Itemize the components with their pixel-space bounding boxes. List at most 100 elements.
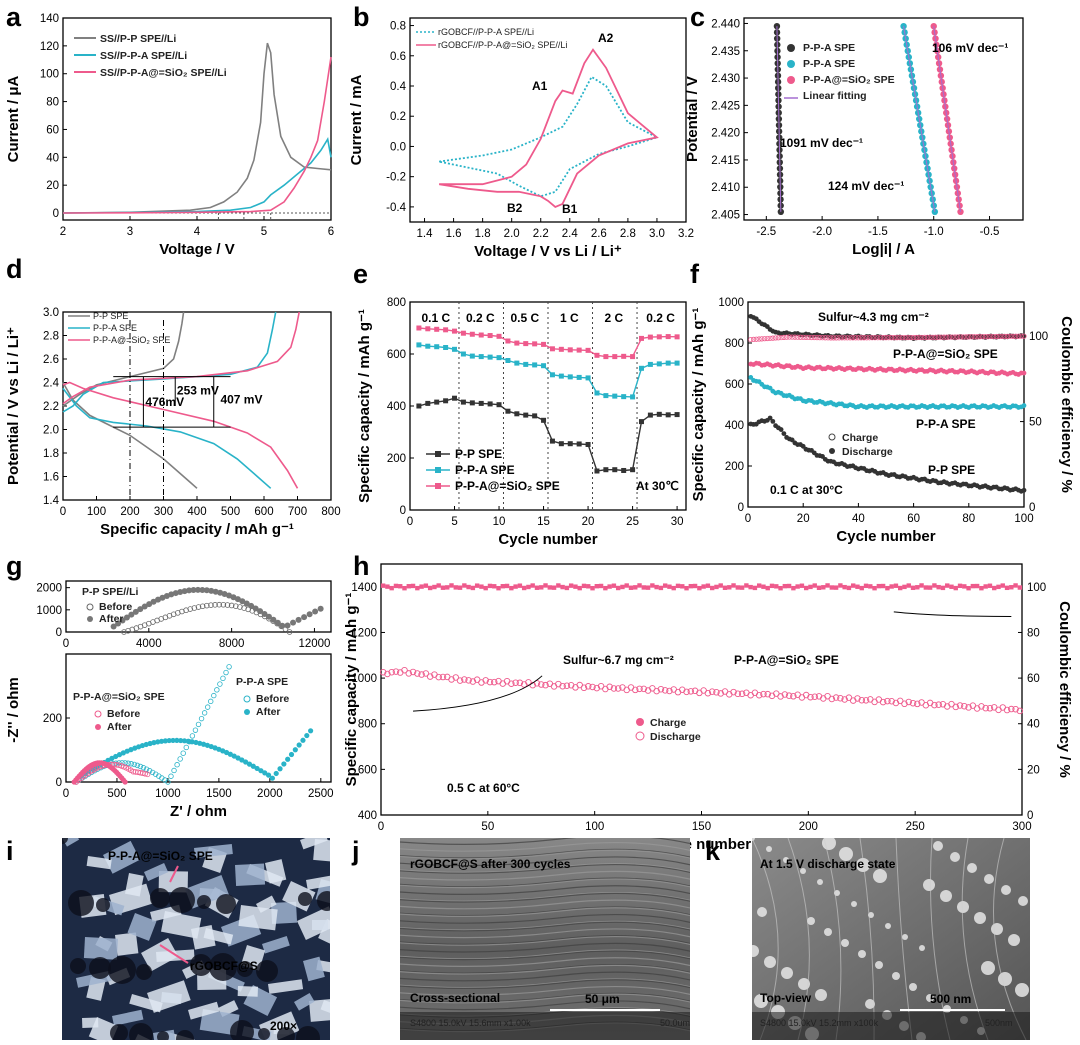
y-tick-label: 800 [387,297,406,309]
particle [815,989,827,1001]
x-tick-label: 100 [585,821,604,833]
y-tick-label: 600 [725,379,744,391]
layer-streak [400,921,690,932]
capacity-point [1016,707,1024,715]
rate-point [630,467,636,473]
y-axis-label: Potential / V vs Li / Li⁺ [5,327,22,485]
particle [1008,934,1020,946]
cycle-point [778,427,784,432]
y-tick-label: 2.410 [711,182,740,194]
ce-point [662,583,668,588]
rate-point [434,344,440,350]
rate-point [674,334,680,340]
y-right-tick-label: 50 [1029,417,1042,429]
legend-label: P-P-A@=SiO₂ SPE [93,335,170,345]
ce-point [992,585,997,591]
y-right-tick-label: 60 [1027,673,1040,685]
crystal-grain [127,913,157,941]
eis-after-point [248,602,255,609]
ce-point [819,335,826,341]
capacity-point [952,703,960,711]
ce-point [808,584,813,590]
ce-point [1017,585,1023,590]
eis-after-point [254,765,260,772]
particle [1001,885,1011,895]
rate-label: 2 C [605,311,624,325]
y-tick-label: 0.8 [390,21,406,33]
ce-point [748,336,754,343]
dark-domain [209,953,237,981]
crystal-grain [184,875,229,909]
ce-point [915,585,920,590]
x-tick-label: -1.5 [868,226,888,238]
ce-point [985,334,991,340]
y-tick-label: 20 [46,180,59,192]
ce-point [880,583,886,589]
capacity-point [448,676,455,683]
legend-label: After [107,721,132,733]
ce-point [974,334,980,340]
ce-point [1004,333,1011,339]
crystal-grain [62,838,80,847]
y-tick-label: 3.0 [43,307,59,319]
panel-label-g: g [6,551,23,581]
image-title: rGOBCF@S after 300 cycles [410,857,571,871]
eis-after-point [243,759,249,765]
crystal-grain [313,839,330,863]
capacity-point [922,701,930,709]
eis-after-point [208,587,215,594]
eis-before-point [228,602,235,609]
rate-point [434,399,440,405]
eis-after-point [269,775,275,781]
panel-label-f: f [690,259,700,289]
y-tick-label: 2.4 [43,378,60,390]
eis-before-point [174,762,180,768]
eis-after-point [281,761,287,767]
eis-after-point [295,616,302,623]
rate-point [541,417,547,423]
legend-label: P-P-A@=SiO₂ SPE [803,74,895,86]
ce-point [816,585,822,590]
rate-point [638,335,644,341]
layer-streak [400,891,690,902]
ce-point [453,585,458,590]
layer-streak [400,920,690,931]
particle [967,863,977,873]
particle [757,907,767,917]
capacity-point [986,705,994,712]
capacity-point [606,683,613,691]
y-tick-label: 1200 [351,627,377,639]
ce-point [888,335,895,341]
crystal-grain [160,911,202,939]
condition-label: 0.1 C at 30°C [770,483,843,497]
capacity-point [828,695,836,703]
y-tick-label: 2.430 [711,73,740,85]
x-tick-label: 500 [221,506,240,518]
panel-label-j: j [351,836,360,866]
layer-streak [400,928,690,939]
ce-point [782,583,788,589]
ce-point [817,335,823,341]
dark-domain [296,1026,320,1040]
capacity-point [854,695,861,702]
cycle-point [767,415,773,421]
series-line-teal [62,136,332,214]
ce-point [946,334,953,340]
layer-streak [400,870,690,881]
ce-point [812,583,817,588]
rate-point [594,390,600,396]
sem-meta: S4800 15.0kV 15.6mm x1.00k [410,1018,531,1028]
rate-point [585,441,591,447]
crystal-grain [194,844,233,858]
capacity-point [1008,705,1015,713]
ce-point [385,584,390,589]
eis-before-point [198,715,205,722]
capacity-point [811,693,818,700]
rate-point [665,334,671,340]
dark-domain [136,964,152,980]
ce-point [547,585,552,590]
ce-point [902,334,908,341]
capacity-point [614,685,622,692]
eis-before-point [208,698,214,705]
dark-domain [176,1030,194,1040]
